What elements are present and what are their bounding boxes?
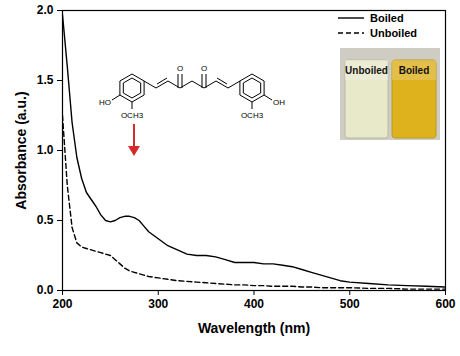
svg-text:600: 600 [435,297,455,311]
svg-text:0.0: 0.0 [37,283,54,297]
svg-text:2.0: 2.0 [37,3,54,17]
svg-text:300: 300 [148,297,168,311]
svg-text:400: 400 [244,297,264,311]
svg-text:O: O [177,64,183,73]
svg-text:1.5: 1.5 [37,73,54,87]
svg-text:Boiled: Boiled [370,12,404,24]
svg-text:Boiled: Boiled [399,65,430,76]
svg-text:OCH3: OCH3 [121,111,144,120]
svg-text:Unboiled: Unboiled [370,27,417,39]
svg-text:Wavelength (nm): Wavelength (nm) [198,320,310,336]
svg-text:OCH3: OCH3 [241,111,264,120]
svg-text:0.5: 0.5 [37,213,54,227]
svg-text:Absorbance (a.u.): Absorbance (a.u.) [13,91,29,209]
svg-text:HO: HO [99,98,111,107]
svg-text:200: 200 [52,297,72,311]
svg-text:1.0: 1.0 [37,143,54,157]
svg-text:Unboiled: Unboiled [345,65,388,76]
svg-text:O: O [201,64,207,73]
svg-text:500: 500 [340,297,360,311]
svg-text:OH: OH [273,98,285,107]
